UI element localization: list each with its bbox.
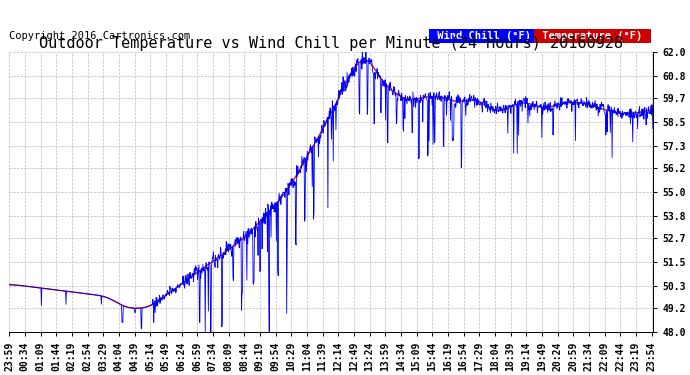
- Text: Temperature (°F): Temperature (°F): [536, 31, 649, 41]
- Title: Outdoor Temperature vs Wind Chill per Minute (24 Hours) 20160928: Outdoor Temperature vs Wind Chill per Mi…: [39, 36, 623, 51]
- Text: Copyright 2016 Cartronics.com: Copyright 2016 Cartronics.com: [9, 31, 190, 41]
- Text: Wind Chill (°F): Wind Chill (°F): [431, 31, 538, 41]
